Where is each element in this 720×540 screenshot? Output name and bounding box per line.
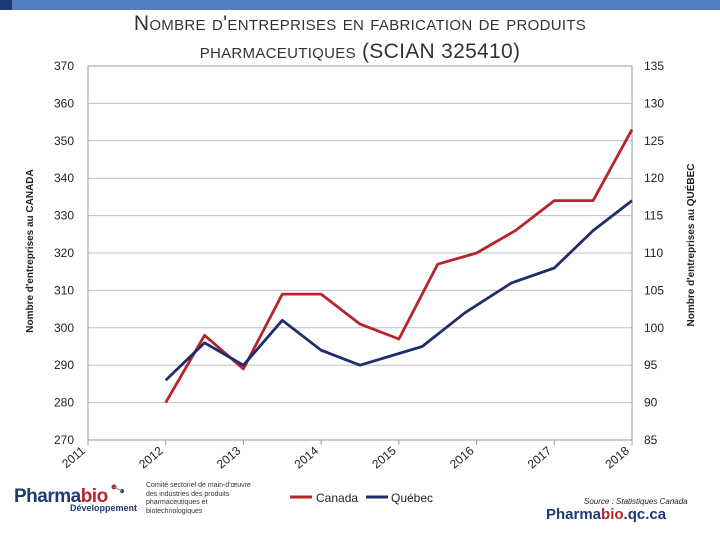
- y-left-tick-label: 280: [54, 396, 74, 410]
- series-line-quebec: [164, 199, 633, 382]
- y-right-tick-label: 110: [644, 246, 663, 260]
- source-note: Source : Statistiques Canada: [584, 497, 688, 506]
- grid-lines: [88, 65, 632, 441]
- logo-subtitle: Développement: [70, 503, 138, 513]
- logo-wordmark: Pharmabio: [14, 486, 108, 508]
- y-right-tick-label: 105: [644, 283, 664, 297]
- y-left-tick-label: 290: [54, 358, 74, 372]
- left-axis-ticks: 270 280 290 300 310 320 330 340 350 360 370: [54, 59, 74, 447]
- legend: Canada Québec: [290, 491, 433, 505]
- y-right-tick-label: 130: [644, 96, 664, 110]
- left-axis-title: Nombre d'entreprises au CANADA: [25, 169, 36, 333]
- plot-area-frame: [87, 65, 633, 441]
- x-tick-label: 2018: [602, 443, 632, 471]
- y-left-tick-label: 340: [54, 171, 74, 185]
- right-axis-title: Nombre d'entreprises au QUÉBEC: [684, 164, 697, 327]
- logo-molecule-icon: [111, 484, 124, 493]
- y-right-tick-label: 90: [644, 396, 658, 410]
- top-accent-bar-dark: [0, 0, 12, 10]
- x-tick-label: 2014: [292, 443, 322, 471]
- pharmabio-logo: Pharmabio Développement Comité sectoriel…: [14, 478, 264, 528]
- right-axis-ticks: 85 90 95 100 105 110 115 120 125 130 135: [644, 59, 664, 447]
- logo-description: Comité sectoriel de main-d'œuvre des ind…: [146, 482, 251, 515]
- y-left-tick-label: 320: [54, 246, 74, 260]
- y-right-tick-label: 85: [644, 433, 658, 447]
- y-left-tick-label: 330: [54, 209, 74, 223]
- y-right-tick-label: 100: [644, 321, 664, 335]
- x-axis-ticks: 2011 2012 2013 2014 2015 2016 2017 2018: [59, 440, 633, 471]
- logo-wordmark-part2: bio: [80, 486, 109, 507]
- x-tick-label: 2016: [447, 443, 477, 471]
- x-tick-label: 2015: [369, 443, 399, 471]
- website-part3: .qc.ca: [623, 506, 667, 523]
- y-right-tick-label: 135: [644, 59, 664, 73]
- y-left-tick-label: 300: [54, 321, 74, 335]
- series-lines: [164, 128, 634, 404]
- chart-title-line2: pharmaceutiques (SCIAN 325410): [199, 40, 521, 63]
- series-line-canada: [164, 128, 634, 404]
- chart-title: Nombre d'entreprises en fabrication de p…: [60, 10, 660, 66]
- legend-quebec-label: Québec: [391, 491, 433, 505]
- website-part2: bio: [601, 506, 624, 523]
- top-accent-bar-light: [12, 0, 720, 10]
- top-accent-bar: [0, 0, 720, 10]
- x-tick-label: 2013: [214, 443, 244, 471]
- y-right-tick-label: 120: [644, 171, 664, 185]
- x-tick-label: 2011: [59, 443, 88, 471]
- logo-wordmark-part1: Pharma: [14, 486, 81, 507]
- website-part1: Pharma: [546, 506, 602, 523]
- y-right-tick-label: 95: [644, 358, 658, 372]
- y-right-tick-label: 115: [644, 209, 663, 223]
- y-right-tick-label: 125: [644, 134, 664, 148]
- x-tick-label: 2017: [525, 443, 555, 471]
- y-left-tick-label: 370: [54, 59, 74, 73]
- legend-canada-label: Canada: [316, 491, 358, 505]
- y-left-tick-label: 310: [54, 283, 74, 297]
- x-tick-label: 2012: [136, 443, 166, 471]
- chart-title-line1: Nombre d'entreprises en fabrication de p…: [133, 12, 587, 35]
- y-left-tick-label: 350: [54, 134, 74, 148]
- website-link[interactable]: Pharmabio.qc.ca: [546, 506, 666, 523]
- y-left-tick-label: 270: [54, 433, 74, 447]
- y-left-tick-label: 360: [54, 96, 74, 110]
